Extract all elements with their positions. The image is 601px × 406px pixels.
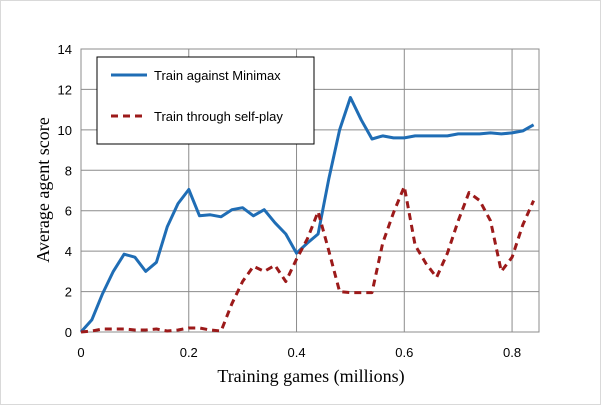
x-tick-label: 0.2 bbox=[180, 345, 198, 360]
y-tick-labels: 0 2 4 6 8 10 12 14 bbox=[58, 42, 72, 340]
x-tick-labels: 0 0.2 0.4 0.6 0.8 bbox=[77, 345, 521, 360]
legend-box bbox=[96, 56, 315, 145]
plot-area-border bbox=[80, 48, 540, 333]
y-tick-label: 0 bbox=[65, 325, 72, 340]
x-tick-label: 0.6 bbox=[395, 345, 413, 360]
legend: Train against Minimax Train through self… bbox=[96, 56, 315, 145]
y-tick-label: 6 bbox=[65, 204, 72, 219]
x-tick-label: 0 bbox=[77, 345, 84, 360]
y-tick-label: 14 bbox=[58, 42, 72, 57]
legend-label-self-play: Train through self-play bbox=[154, 109, 283, 124]
y-tick-label: 4 bbox=[65, 244, 72, 259]
series-line-minimax bbox=[79, 96, 535, 333]
plot-area bbox=[80, 48, 540, 333]
x-axis-title: Training games (millions) bbox=[217, 366, 404, 387]
y-tick-label: 12 bbox=[58, 82, 72, 97]
y-axis-title: Average agent score bbox=[33, 117, 53, 263]
x-tick-label: 0.4 bbox=[287, 345, 305, 360]
y-tick-label: 2 bbox=[65, 285, 72, 300]
legend-label-minimax: Train against Minimax bbox=[154, 68, 281, 83]
series-lines bbox=[79, 96, 535, 334]
series-line-self-play bbox=[80, 185, 535, 334]
x-tick-label: 0.8 bbox=[503, 345, 521, 360]
y-tick-label: 10 bbox=[58, 123, 72, 138]
y-tick-label: 8 bbox=[65, 163, 72, 178]
